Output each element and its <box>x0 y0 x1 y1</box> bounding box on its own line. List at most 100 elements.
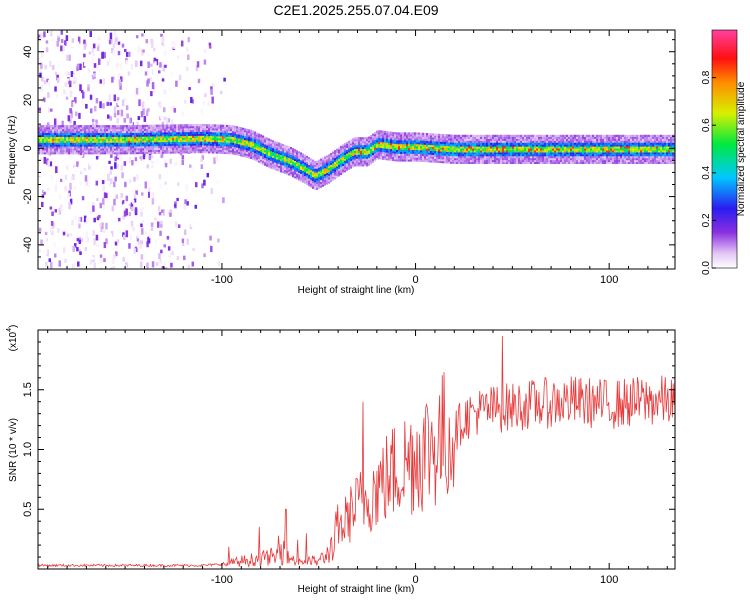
spectrogram-cell <box>220 126 222 129</box>
spectrogram-cell <box>238 142 240 145</box>
spectrogram-cell <box>384 132 386 135</box>
spectrogram-cell <box>342 161 344 164</box>
spectrogram-cell <box>210 139 212 142</box>
spectrogram-cell <box>462 134 464 137</box>
spectrogram-cell <box>562 146 564 149</box>
spectrogram-cell <box>141 228 144 235</box>
spectrogram-cell <box>386 131 388 134</box>
spectrogram-cell <box>202 131 204 134</box>
spectrogram-cell <box>432 154 434 157</box>
spectrogram-cell <box>524 134 526 137</box>
spectrogram-cell <box>46 78 49 83</box>
spectrogram-cell <box>338 166 340 169</box>
spectrogram-cell <box>181 111 185 117</box>
spectrogram-cell <box>64 140 66 143</box>
spectrogram-cell <box>496 156 498 159</box>
spectrogram-cell <box>488 140 490 143</box>
spectrogram-cell <box>298 178 300 181</box>
spectrogram-cell <box>111 100 114 107</box>
spectrogram-cell <box>494 142 496 145</box>
spectrogram-cell <box>228 146 230 149</box>
spectrogram-cell <box>76 65 79 72</box>
spectrogram-cell <box>142 140 144 143</box>
spectrogram-cell <box>50 146 52 149</box>
spectrogram-cell <box>240 140 242 143</box>
spectrogram-cell <box>580 156 582 159</box>
spectrogram-cell <box>40 138 42 141</box>
spectrogram-cell <box>328 154 330 157</box>
spectrogram-cell <box>436 149 438 152</box>
spectrogram-cell <box>154 149 156 152</box>
spectrogram-cell <box>512 157 514 161</box>
spectrogram-cell <box>280 166 282 169</box>
spectrogram-cell <box>506 154 508 157</box>
spectrogram-cell <box>556 144 558 147</box>
spectrogram-cell <box>220 151 222 154</box>
spectrogram-cell <box>558 134 560 137</box>
spectrogram-cell <box>141 219 145 224</box>
spectrogram-cell <box>252 140 254 143</box>
spectrogram-cell <box>570 138 572 141</box>
spectrogram-cell <box>452 150 454 153</box>
spectrogram-cell <box>272 146 274 149</box>
spectrogram-cell <box>43 191 46 195</box>
spectrogram-cell <box>292 173 294 176</box>
spectrogram-cell <box>560 161 562 165</box>
spectrogram-cell <box>230 142 232 145</box>
spectrogram-cell <box>220 132 222 135</box>
spectrogram-cell <box>254 141 256 144</box>
spectrogram-cell <box>432 152 434 155</box>
spectrogram-cell <box>492 159 494 163</box>
spectrogram-cell <box>288 159 290 162</box>
spectrogram-cell <box>392 155 394 158</box>
spectrogram-cell <box>418 151 420 155</box>
spectrogram-cell <box>294 162 296 165</box>
spectrogram-cell <box>128 128 130 132</box>
spectrogram-cell <box>62 247 66 254</box>
spectrogram-cell <box>306 169 308 172</box>
spectrogram-cell <box>256 147 258 151</box>
spectrogram-cell <box>562 136 564 139</box>
spectrogram-cell <box>544 148 546 151</box>
spectrogram-cell <box>378 137 380 141</box>
spectrogram-cell <box>478 146 480 149</box>
spectrogram-cell <box>86 236 89 243</box>
spectrogram-cell <box>536 144 538 147</box>
spectrogram-cell <box>436 160 438 163</box>
spectrogram-cell <box>46 127 48 130</box>
spectrogram-cell <box>492 136 494 139</box>
spectrogram-cell <box>130 220 134 228</box>
spectrogram-cell <box>70 142 72 145</box>
spectrogram-cell <box>328 163 330 167</box>
spectrogram-cell <box>230 125 232 128</box>
spectrogram-cell <box>538 157 540 161</box>
spectrogram-cell <box>48 128 50 132</box>
spectrogram-cell <box>128 138 130 141</box>
spectrogram-cell <box>196 124 198 127</box>
spectrogram-cell <box>161 266 165 269</box>
spectrogram-cell <box>52 132 54 136</box>
spectrogram-cell <box>100 152 102 155</box>
spectrogram-cell <box>204 145 206 148</box>
spectrogram-cell <box>426 148 428 151</box>
spectrogram-cell <box>112 138 114 141</box>
spectrogram-cell <box>180 135 182 139</box>
spectrogram-cell <box>334 155 336 159</box>
spectrogram-cell <box>180 124 182 127</box>
spectrogram-cell <box>534 148 536 151</box>
spectrogram-cell <box>430 158 432 161</box>
spectrogram-cell <box>468 161 470 165</box>
spectrogram-cell <box>550 148 552 151</box>
spectrogram-cell <box>426 156 428 159</box>
spectrogram-cell <box>206 133 208 136</box>
spectrogram-cell <box>208 147 210 150</box>
spectrogram-cell <box>213 157 216 164</box>
spectrogram-cell <box>176 137 178 141</box>
spectrogram-cell <box>160 147 162 150</box>
spectrogram-cell <box>352 163 354 166</box>
spectrogram-cell <box>374 155 376 158</box>
spectrogram-cell <box>548 148 550 151</box>
spectrogram-cell <box>88 125 90 128</box>
spectrogram-cell <box>116 140 118 143</box>
spectrogram-cell <box>428 148 430 151</box>
